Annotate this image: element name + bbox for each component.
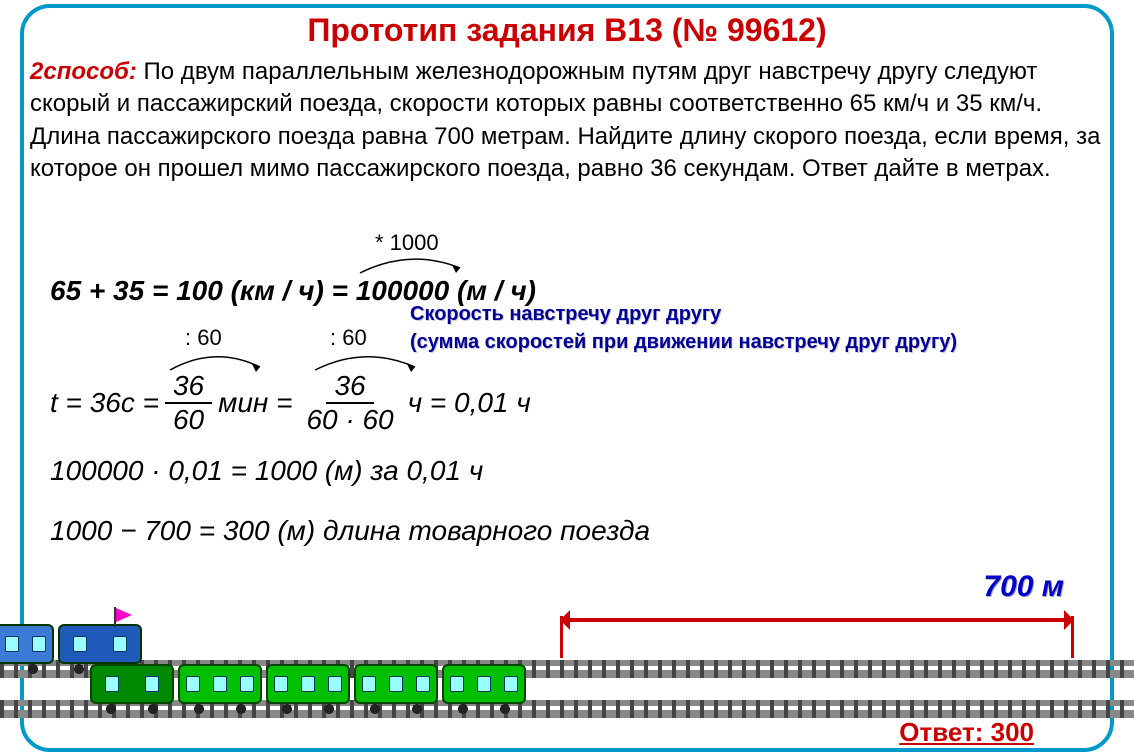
green-car [442,664,526,704]
arrow-tick-left [560,616,563,658]
eq2-frac1: 36 60 [165,370,212,436]
blue-car [0,624,54,664]
speed-note: Скорость навстречу друг другу (сумма ско… [410,300,957,356]
speed-note-line2: (сумма скоростей при движении навстречу … [410,328,957,356]
problem-body: По двум параллельным железнодорожным пут… [30,58,1100,182]
eq2-frac2: 36 60 · 60 [298,370,401,436]
eq2-mid1: мин = [218,387,292,419]
arrow-tick-right [1071,616,1074,658]
green-car [354,664,438,704]
slide-title: Прототип задания В13 (№ 99612) [287,12,846,49]
blue-train [0,624,142,664]
green-train [90,664,526,704]
green-locomotive [90,664,174,704]
method-label: 2способ: [30,58,137,85]
length-700-label: 700 м [983,570,1064,604]
eq2-mid2: ч = 0,01 ч [408,387,531,419]
problem-text: 2способ: По двум параллельным железнодор… [30,56,1104,186]
equation-result: 1000 − 700 = 300 (м) длина товарного пое… [50,515,650,547]
equation-time: t = 36с = 36 60 мин = 36 60 · 60 ч = 0,0… [50,370,531,436]
flag-icon [116,608,132,622]
green-car [266,664,350,704]
arrow-curve-1000 [350,248,470,278]
blue-locomotive [58,624,142,664]
speed-note-line1: Скорость навстречу друг другу [410,300,957,328]
answer-label: Ответ: 300 [899,717,1034,748]
equation-distance: 100000 · 0,01 = 1000 (м) за 0,01 ч [50,455,483,487]
eq2-lhs: t = 36с = [50,387,159,419]
green-car [178,664,262,704]
length-arrow [560,618,1074,622]
